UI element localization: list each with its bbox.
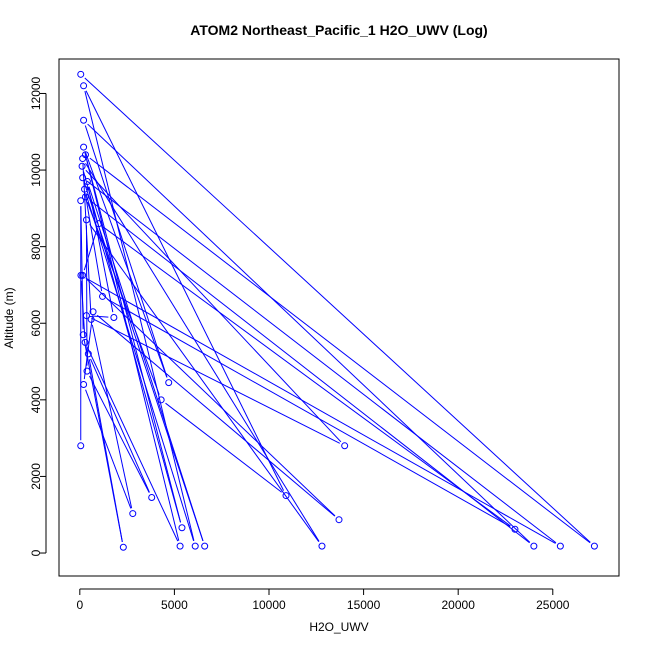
series-line-segment [89, 157, 591, 544]
data-point [341, 442, 349, 450]
series-line-segment [84, 152, 168, 378]
x-tick-label: 0 [76, 598, 83, 612]
series-line-segment [83, 182, 204, 542]
data-point [77, 197, 85, 205]
x-tick-label: 25000 [536, 598, 570, 612]
x-tick-label: 10000 [252, 598, 286, 612]
data-point [83, 367, 91, 375]
data-point [80, 116, 88, 124]
data-point [201, 542, 209, 550]
x-tick-label: 15000 [347, 598, 381, 612]
series-line-segment [86, 278, 336, 517]
data-point [556, 542, 564, 550]
y-tick-label: 2000 [29, 463, 43, 490]
y-tick-label: 4000 [29, 386, 43, 413]
series-line-segment [86, 347, 179, 542]
series-line-segment [89, 375, 150, 493]
data-point [148, 493, 156, 501]
data-point [81, 185, 89, 193]
data-point [89, 308, 97, 316]
data-point [77, 442, 85, 450]
series-line-segment [86, 180, 557, 544]
data-point [176, 542, 184, 550]
data-point [110, 314, 118, 321]
data-point [157, 396, 165, 404]
series-line-segment [85, 277, 556, 544]
series-line-segment [89, 224, 320, 542]
series-line-segment [85, 169, 342, 443]
series-line-segment [91, 324, 133, 509]
data-point [335, 516, 343, 524]
series-line-segment [85, 389, 132, 509]
x-axis-label: H2O_UWV [309, 620, 368, 634]
x-axis: 0 5000 10000 15000 20000 25000 [76, 588, 570, 612]
series-line-segment [84, 77, 591, 543]
data-point [80, 82, 88, 90]
series-line-segment [84, 194, 103, 292]
series-line-segment [86, 201, 160, 395]
data-point [80, 381, 88, 389]
series-line-segment [88, 186, 204, 542]
data-point [84, 350, 92, 358]
data-point [530, 542, 538, 550]
data-point [129, 510, 137, 518]
data-point [79, 155, 87, 163]
data-point [79, 331, 87, 339]
data-point [590, 542, 598, 550]
data-point [87, 315, 95, 323]
data-point [82, 216, 90, 224]
x-tick-label: 5000 [161, 598, 188, 612]
data-point [83, 178, 91, 186]
data-point [178, 524, 186, 532]
series-line-segment [85, 162, 320, 542]
series-line-segment [84, 91, 195, 541]
y-tick-label: 8000 [29, 233, 43, 260]
data-point [191, 542, 199, 550]
series-line-segment [165, 402, 282, 493]
series-line-segment [84, 152, 180, 541]
series-line-segment [90, 358, 150, 493]
series-line-segment [85, 90, 285, 491]
data-point [79, 174, 87, 182]
series-line-segment [86, 159, 182, 523]
data-point [165, 379, 173, 387]
chart-title: ATOM2 Northeast_Pacific_1 H2O_UWV (Log) [190, 22, 487, 38]
y-tick-label: 0 [29, 549, 43, 556]
data-point [81, 193, 89, 201]
series-layer [77, 70, 598, 551]
series-line-segment [102, 226, 511, 527]
data-point [82, 312, 90, 320]
data-point [318, 542, 326, 550]
series-line-segment [107, 298, 511, 528]
series-line-segment [87, 123, 531, 543]
plot-area [58, 58, 620, 577]
data-point [80, 143, 88, 151]
data-point [77, 70, 85, 78]
series-line-segment [96, 314, 336, 517]
data-point [511, 525, 519, 533]
y-tick-label: 6000 [29, 310, 43, 337]
series-line-segment [91, 317, 340, 444]
data-point [95, 220, 103, 228]
data-point [81, 338, 89, 346]
data-point [282, 492, 290, 500]
series-line-segment [85, 194, 195, 542]
y-axis: 0 2000 4000 6000 8000 10000 12000 [29, 76, 47, 556]
series-line-segment [91, 315, 109, 318]
data-point [79, 271, 87, 279]
series-line-segment [83, 340, 123, 542]
y-tick-label: 10000 [29, 153, 43, 187]
series-line-segment [84, 125, 168, 378]
y-axis-label: Altitude (m) [2, 287, 16, 348]
data-point [99, 292, 107, 300]
x-tick-label: 20000 [442, 598, 476, 612]
data-point [119, 543, 127, 551]
data-point [78, 162, 86, 170]
y-tick-label: 12000 [29, 76, 43, 110]
series-line-segment [85, 225, 88, 366]
